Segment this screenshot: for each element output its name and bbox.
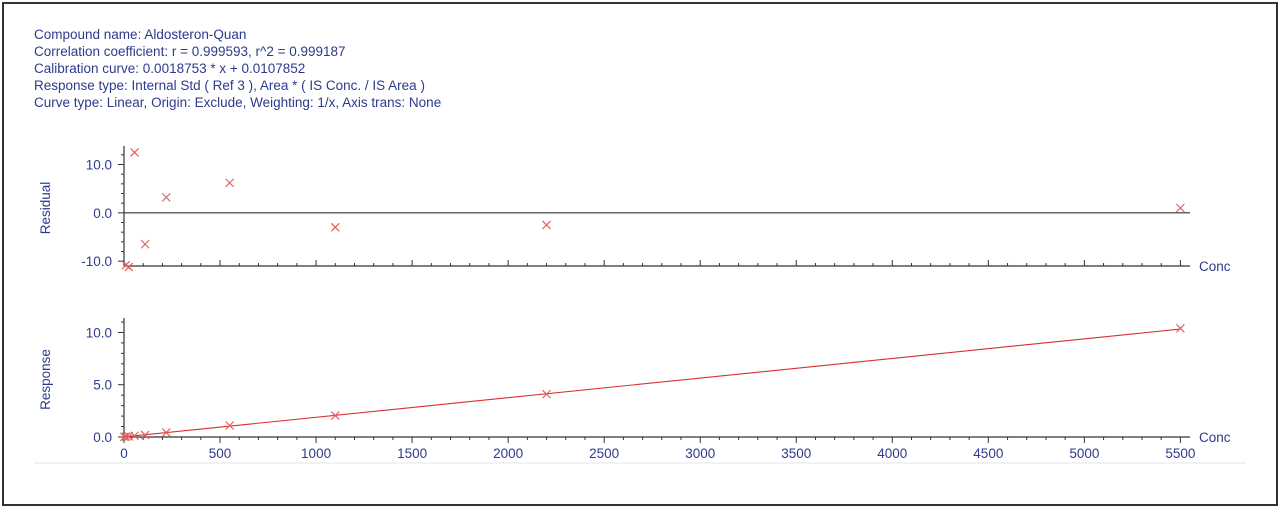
marker-stroke — [124, 262, 134, 272]
data-point-marker — [130, 147, 139, 157]
marker-stroke — [161, 428, 171, 438]
data-point-marker — [140, 239, 150, 249]
marker-stroke — [121, 260, 131, 270]
data-point-marker — [1175, 323, 1185, 333]
x-axis-label: Conc — [1199, 259, 1231, 274]
x-tick-label: 0 — [120, 446, 128, 461]
x-tick-label: 5500 — [1165, 446, 1195, 461]
y-tick-label: 0.0 — [93, 430, 112, 445]
y-axis-label: Residual — [38, 182, 53, 235]
marker-stroke — [161, 192, 171, 202]
response-panel: 0.0 5.0 10.0 0 500 1000 1500 2000 2500 3000 3500 40… — [38, 318, 1231, 461]
data-point-marker — [130, 431, 139, 441]
marker-stroke — [124, 432, 134, 441]
y-tick-label: 10.0 — [86, 325, 112, 340]
marker-stroke — [121, 432, 131, 442]
residual-panel: -10.0 0.0 10.0 Conc Residual — [38, 146, 1231, 274]
compound-name: Compound name: Aldosteron-Quan — [34, 27, 247, 42]
data-point-marker — [124, 262, 134, 272]
marker-stroke — [542, 389, 551, 399]
data-point-marker — [542, 389, 551, 399]
curve-type: Curve type: Linear, Origin: Exclude, Wei… — [34, 95, 442, 110]
marker-stroke — [130, 147, 139, 157]
y-axis-label: Response — [38, 349, 53, 410]
x-tick-label: 500 — [209, 446, 232, 461]
data-point-marker — [1175, 203, 1185, 213]
marker-stroke — [1175, 203, 1185, 213]
x-axis-label: Conc — [1199, 430, 1231, 445]
x-tick-label: 1000 — [301, 446, 331, 461]
x-tick-label: 3500 — [781, 446, 811, 461]
x-tick-label: 5000 — [1069, 446, 1099, 461]
response-type: Response type: Internal Std ( Ref 3 ), A… — [34, 78, 425, 93]
marker-stroke — [330, 411, 340, 420]
marker-stroke — [330, 222, 340, 232]
data-point-marker — [225, 421, 235, 430]
x-tick-label: 4500 — [973, 446, 1003, 461]
correlation-coefficient: Correlation coefficient: r = 0.999593, r… — [34, 44, 346, 59]
marker-stroke — [225, 178, 235, 188]
marker-stroke — [225, 421, 235, 430]
y-tick-label: 0.0 — [93, 206, 112, 221]
x-tick-label: 2500 — [589, 446, 619, 461]
marker-stroke — [140, 430, 150, 440]
data-point-marker — [225, 178, 235, 188]
calibration-header: Compound name: Aldosteron-Quan Correlati… — [34, 26, 441, 111]
data-point-marker — [140, 430, 150, 440]
calibration-fit-line — [123, 328, 1181, 438]
x-tick-label: 2000 — [493, 446, 523, 461]
marker-stroke — [1175, 323, 1185, 333]
data-point-marker — [330, 411, 340, 420]
data-point-marker — [121, 432, 131, 442]
marker-stroke — [130, 431, 139, 441]
y-tick-label: -10.0 — [81, 254, 112, 269]
y-tick-label: 10.0 — [86, 158, 112, 173]
x-tick-label: 4000 — [877, 446, 907, 461]
marker-stroke — [542, 220, 551, 230]
marker-stroke — [140, 239, 150, 249]
data-point-marker — [542, 220, 551, 230]
calibration-curve: Calibration curve: 0.0018753 * x + 0.010… — [34, 61, 306, 76]
x-tick-label: 3000 — [685, 446, 715, 461]
data-point-marker — [330, 222, 340, 232]
y-tick-label: 5.0 — [93, 378, 112, 393]
data-point-marker — [161, 192, 171, 202]
data-point-marker — [161, 428, 171, 438]
x-tick-label: 1500 — [397, 446, 427, 461]
